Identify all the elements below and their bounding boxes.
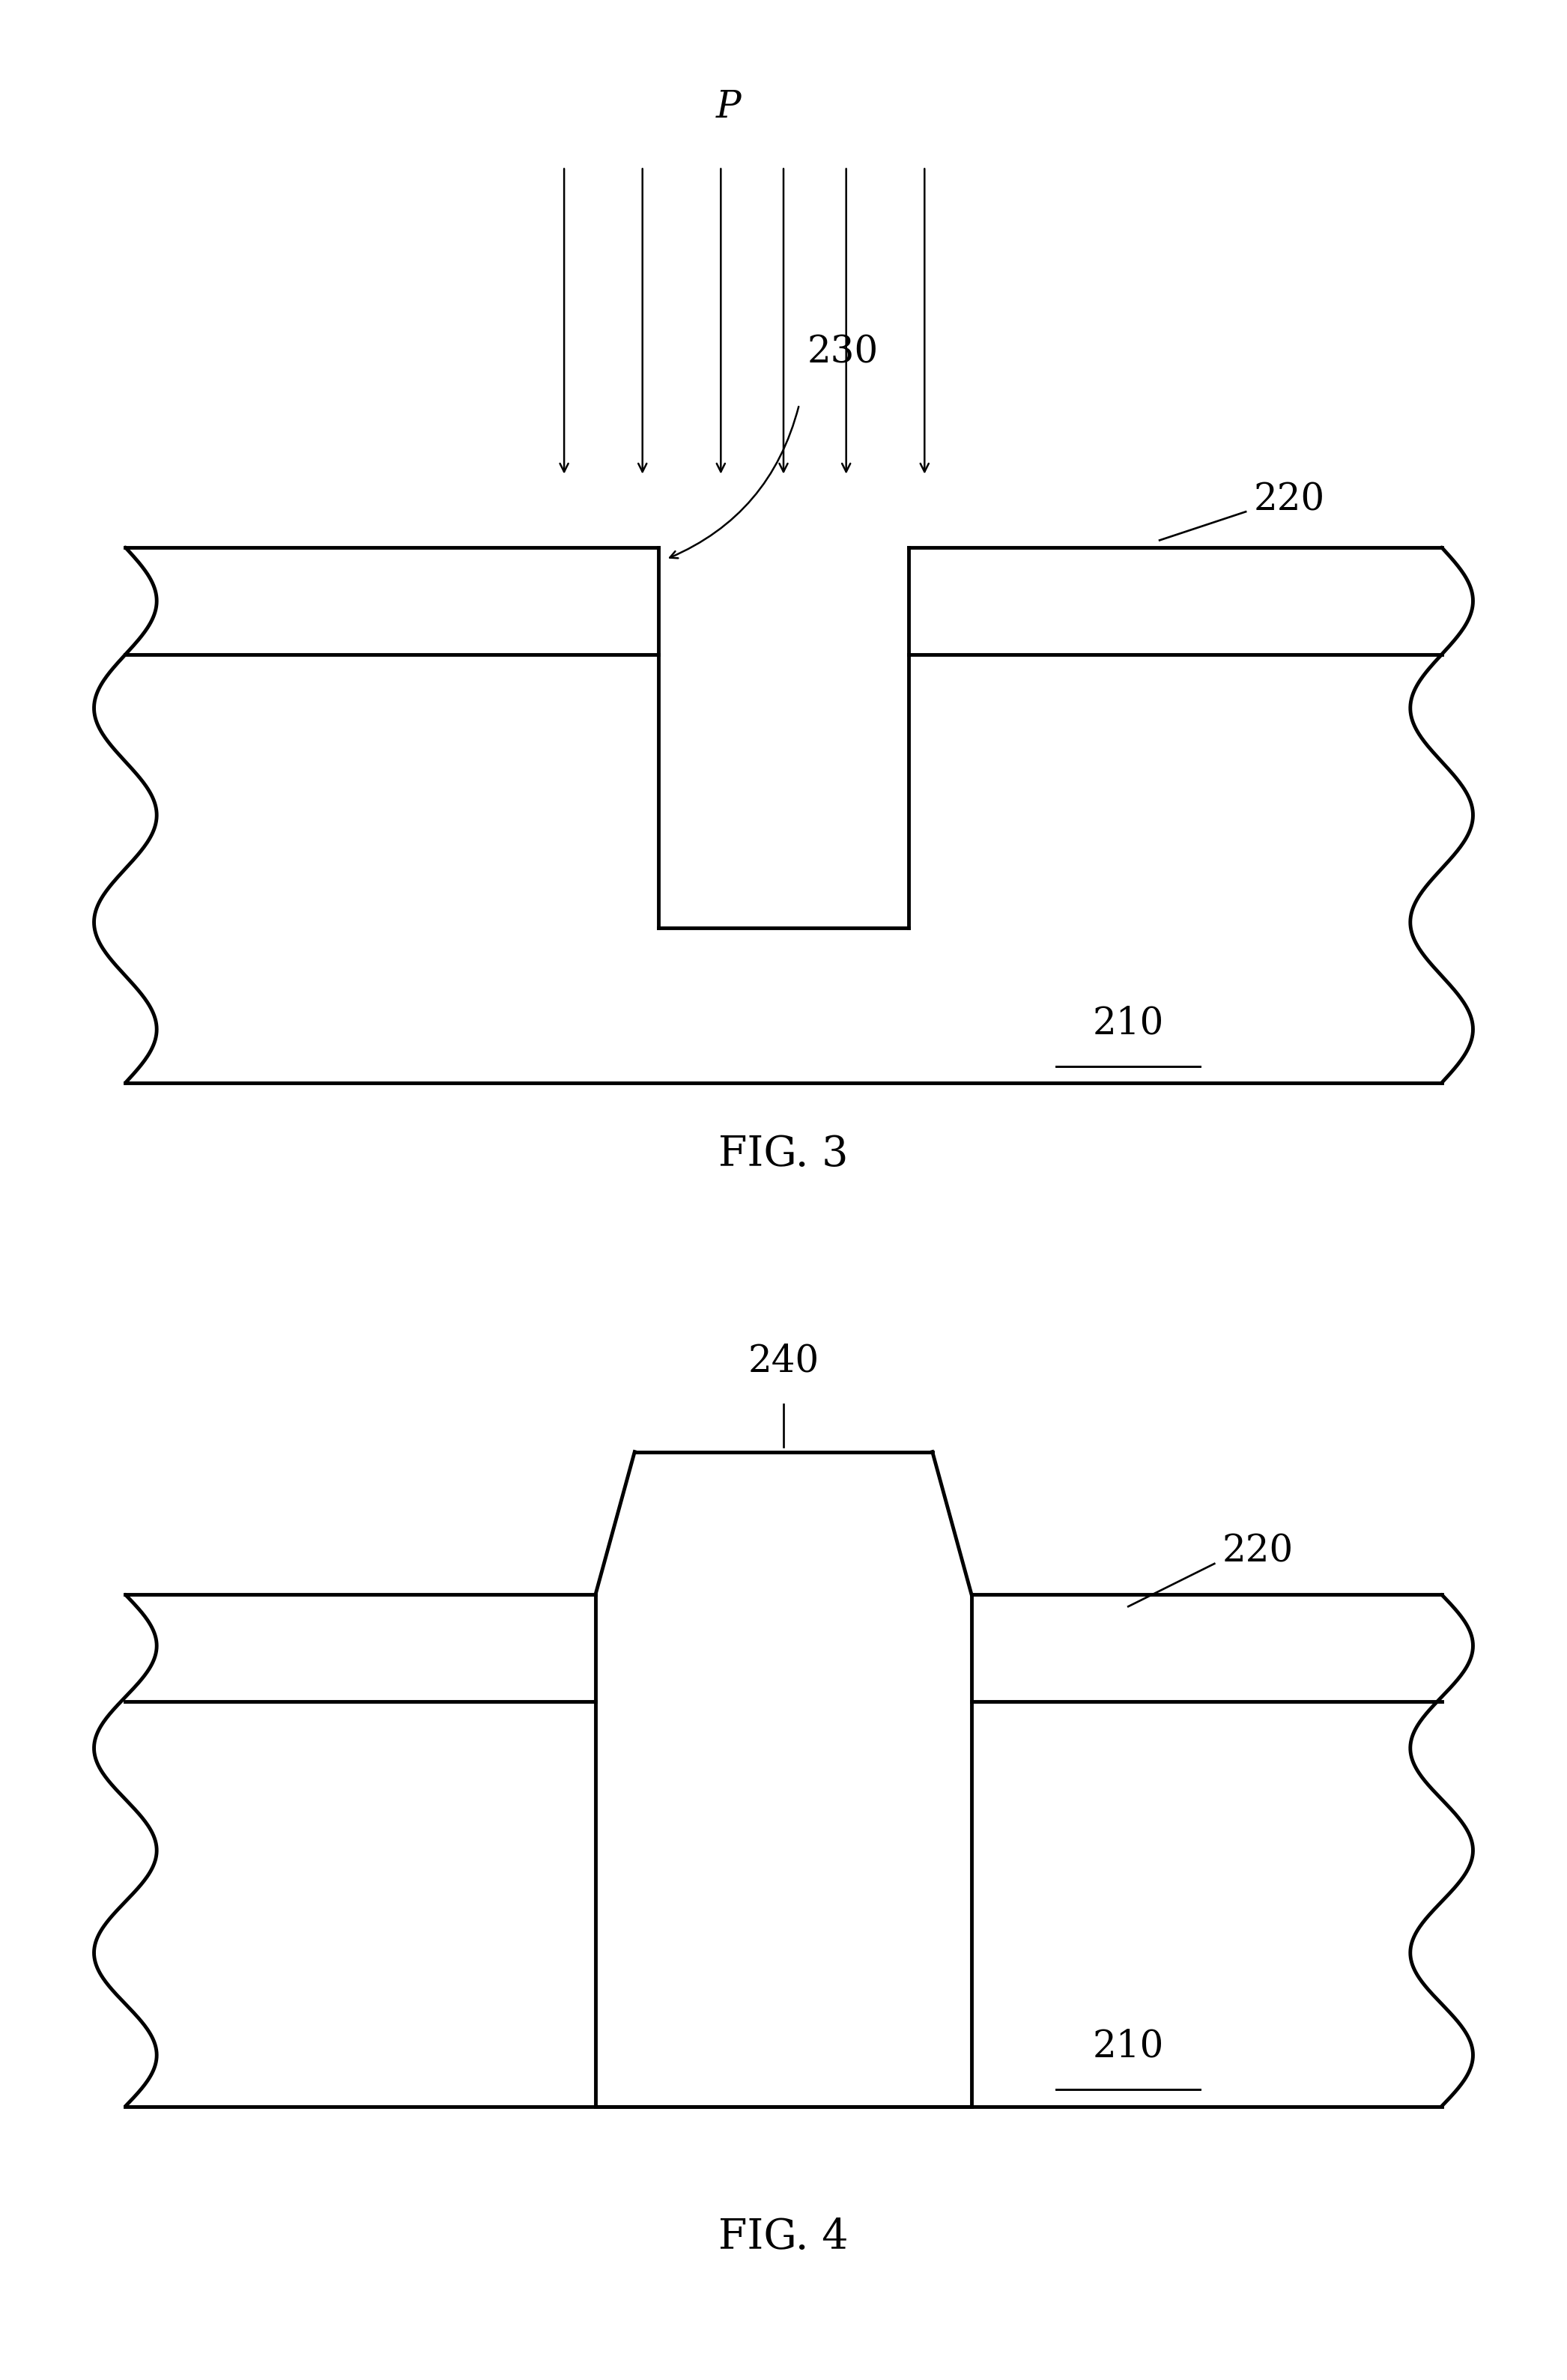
Text: P: P xyxy=(716,88,741,126)
Text: 210: 210 xyxy=(1092,1004,1164,1042)
Text: 230: 230 xyxy=(807,333,879,371)
Text: 210: 210 xyxy=(1092,2028,1164,2066)
Text: 220: 220 xyxy=(1222,1533,1294,1571)
Text: 240: 240 xyxy=(747,1342,820,1380)
Text: FIG. 4: FIG. 4 xyxy=(719,2216,848,2259)
Text: 220: 220 xyxy=(1254,481,1326,519)
Text: FIG. 3: FIG. 3 xyxy=(719,1133,848,1176)
